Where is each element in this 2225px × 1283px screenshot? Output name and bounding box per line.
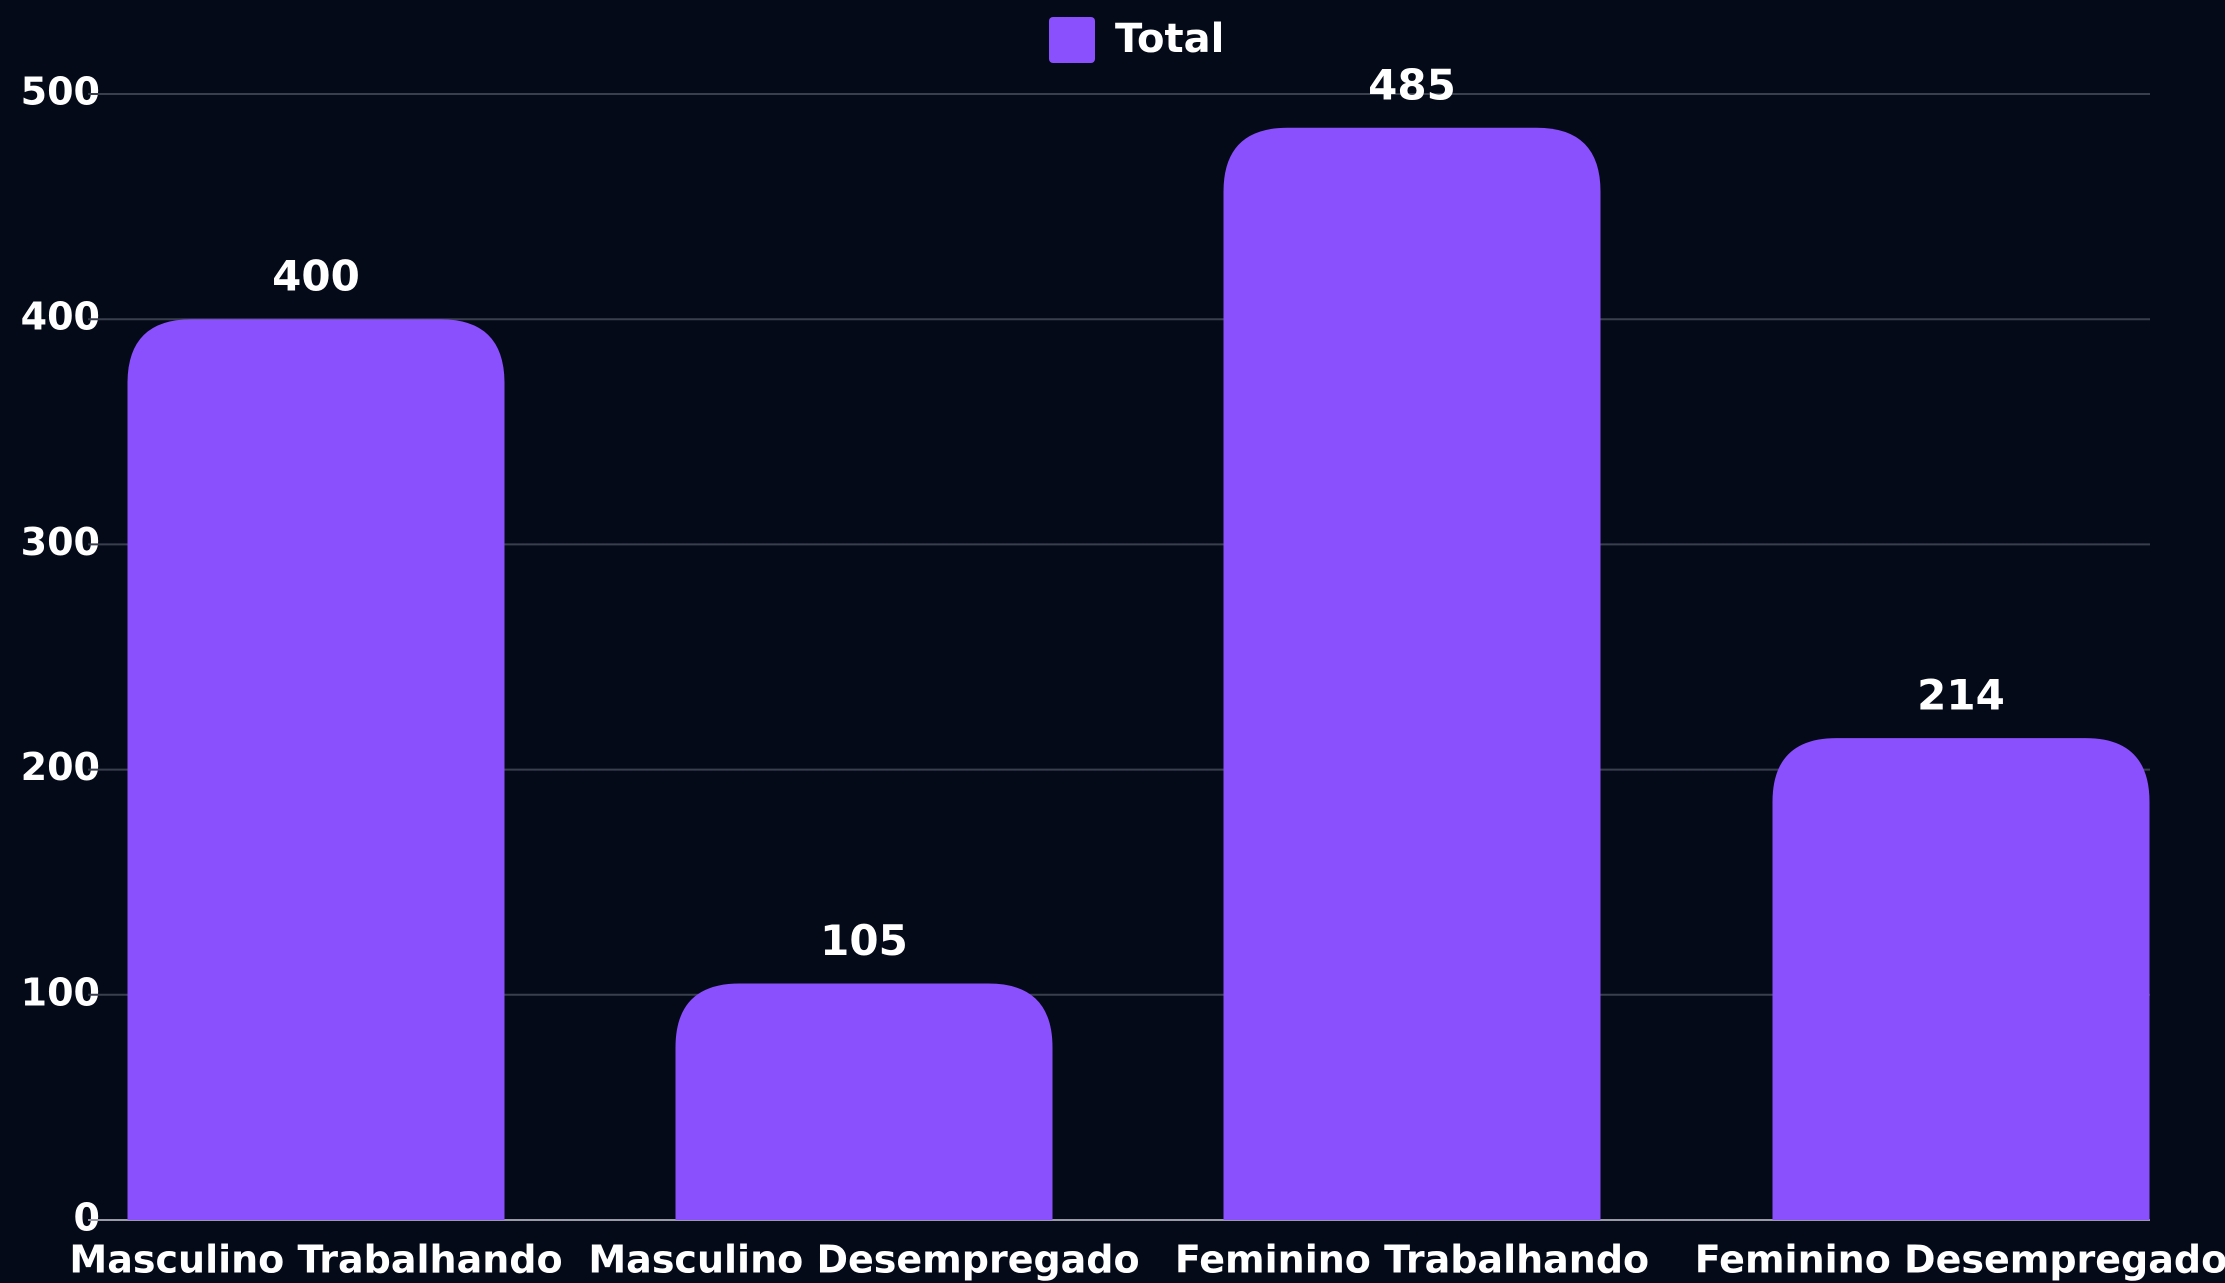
x-tick-label: Masculino Desempregado	[588, 1238, 1139, 1282]
data-label: 485	[1368, 60, 1456, 109]
bar	[127, 319, 505, 1220]
y-tick-label: 300	[21, 520, 100, 564]
y-tick-label: 200	[21, 745, 100, 789]
y-tick-label: 400	[21, 295, 100, 339]
bar	[675, 983, 1053, 1220]
data-label: 214	[1917, 671, 2005, 720]
y-tick-label: 500	[21, 70, 100, 114]
bar	[1223, 127, 1601, 1220]
y-tick-label: 100	[21, 970, 100, 1014]
bar	[1772, 738, 2150, 1220]
legend-label: Total	[1115, 16, 1224, 62]
data-label: 400	[272, 252, 360, 301]
x-tick-label: Feminino Desempregado	[1695, 1238, 2225, 1282]
x-tick-label: Feminino Trabalhando	[1175, 1238, 1649, 1282]
x-tick-label: Masculino Trabalhando	[69, 1238, 562, 1282]
y-tick-label: 0	[74, 1196, 100, 1240]
data-label: 105	[820, 916, 908, 965]
legend-swatch	[1049, 17, 1095, 63]
